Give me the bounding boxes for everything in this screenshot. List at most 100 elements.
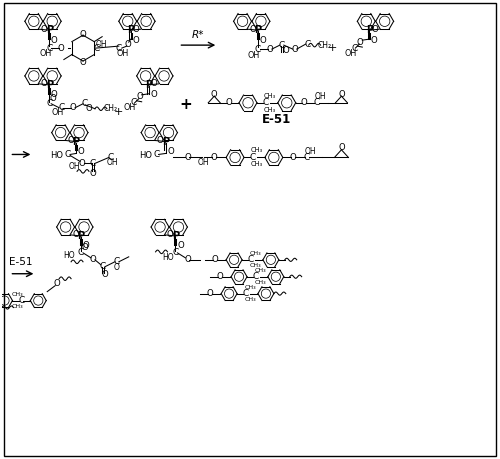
Text: HO: HO	[64, 252, 75, 260]
Text: O: O	[124, 39, 131, 49]
Text: C: C	[314, 98, 320, 107]
Text: CH₃: CH₃	[244, 285, 256, 290]
Text: O: O	[338, 143, 345, 152]
Text: +: +	[179, 97, 192, 112]
Text: O: O	[136, 92, 143, 101]
Text: OH: OH	[107, 158, 118, 167]
Text: O: O	[226, 98, 232, 107]
Text: O: O	[211, 153, 218, 162]
Text: O: O	[80, 30, 86, 39]
Text: O: O	[72, 230, 79, 239]
Text: OH: OH	[124, 103, 136, 112]
Text: O: O	[166, 230, 173, 239]
Text: O: O	[372, 24, 378, 34]
Text: R*: R*	[192, 30, 204, 40]
Text: C: C	[304, 153, 310, 162]
Text: O: O	[67, 136, 74, 145]
Text: O: O	[51, 36, 58, 45]
Text: C: C	[90, 159, 96, 168]
Text: E-51: E-51	[262, 113, 292, 126]
Text: O: O	[212, 255, 218, 264]
Text: O: O	[80, 57, 86, 67]
Text: O: O	[290, 153, 296, 162]
Text: CH₃: CH₃	[249, 252, 261, 257]
Text: OH: OH	[248, 50, 260, 60]
Text: O: O	[133, 24, 140, 34]
Text: CH₃: CH₃	[244, 297, 256, 302]
Text: CH₂: CH₂	[318, 41, 332, 50]
Text: O: O	[260, 36, 266, 45]
Text: O: O	[90, 255, 96, 264]
Text: O: O	[132, 36, 139, 45]
Text: P: P	[46, 25, 53, 35]
Text: C: C	[65, 150, 71, 159]
Text: P: P	[145, 80, 152, 90]
Text: CH₃: CH₃	[264, 93, 276, 99]
Text: C: C	[130, 98, 137, 107]
Text: P: P	[366, 25, 373, 35]
Text: P: P	[78, 231, 84, 241]
Text: O: O	[102, 270, 108, 279]
Text: C: C	[108, 153, 114, 162]
Text: O: O	[211, 90, 218, 99]
Text: OH: OH	[344, 49, 356, 57]
Text: P: P	[46, 80, 53, 90]
Text: CH₃: CH₃	[251, 147, 263, 153]
Text: OH: OH	[305, 147, 316, 156]
Text: OH: OH	[315, 92, 326, 101]
Text: O: O	[177, 241, 184, 251]
Text: C: C	[46, 99, 52, 108]
Text: C: C	[172, 248, 178, 257]
Text: O: O	[50, 94, 56, 103]
Text: C: C	[255, 45, 261, 54]
Text: O: O	[78, 159, 86, 168]
Text: C: C	[18, 296, 24, 305]
Text: OH: OH	[116, 49, 129, 57]
Text: CH₃: CH₃	[251, 162, 263, 168]
Text: O: O	[82, 241, 89, 251]
Text: O: O	[217, 272, 224, 281]
Text: P: P	[254, 25, 262, 35]
Text: C: C	[78, 248, 84, 257]
Text: O: O	[86, 104, 92, 113]
Text: C: C	[263, 98, 269, 107]
Text: O: O	[82, 243, 88, 252]
Text: O: O	[40, 24, 47, 34]
Text: C: C	[351, 44, 358, 53]
Text: O: O	[150, 79, 158, 88]
Text: CH₃: CH₃	[249, 263, 261, 268]
Text: C: C	[154, 150, 160, 159]
Text: C: C	[58, 103, 64, 112]
Text: HO: HO	[140, 151, 152, 160]
Text: O: O	[292, 45, 298, 54]
Text: C: C	[114, 257, 120, 266]
Text: O: O	[371, 36, 378, 45]
Text: CH₃: CH₃	[254, 268, 266, 273]
Text: OH: OH	[198, 158, 209, 167]
Text: C: C	[250, 153, 256, 162]
Text: P: P	[127, 25, 134, 35]
Text: C: C	[100, 262, 106, 271]
Text: C: C	[46, 44, 52, 53]
Text: C: C	[116, 44, 122, 53]
Text: O: O	[114, 263, 119, 272]
Text: O: O	[184, 255, 191, 264]
Text: O: O	[338, 90, 345, 99]
Text: C: C	[82, 99, 88, 108]
Text: OH: OH	[96, 39, 108, 49]
Text: O: O	[58, 44, 64, 53]
Text: O: O	[156, 136, 164, 145]
Text: O: O	[78, 147, 84, 156]
Text: C: C	[248, 255, 254, 264]
Text: O: O	[266, 45, 274, 54]
Text: HO: HO	[50, 151, 63, 160]
Text: OH: OH	[39, 49, 52, 57]
Text: CH₃: CH₃	[12, 292, 23, 297]
Text: C: C	[253, 272, 259, 281]
Text: O: O	[51, 90, 58, 99]
Text: +: +	[114, 106, 124, 117]
Text: O: O	[357, 38, 364, 47]
Text: P: P	[72, 136, 80, 146]
Text: O: O	[282, 45, 289, 55]
Text: O: O	[207, 289, 214, 298]
